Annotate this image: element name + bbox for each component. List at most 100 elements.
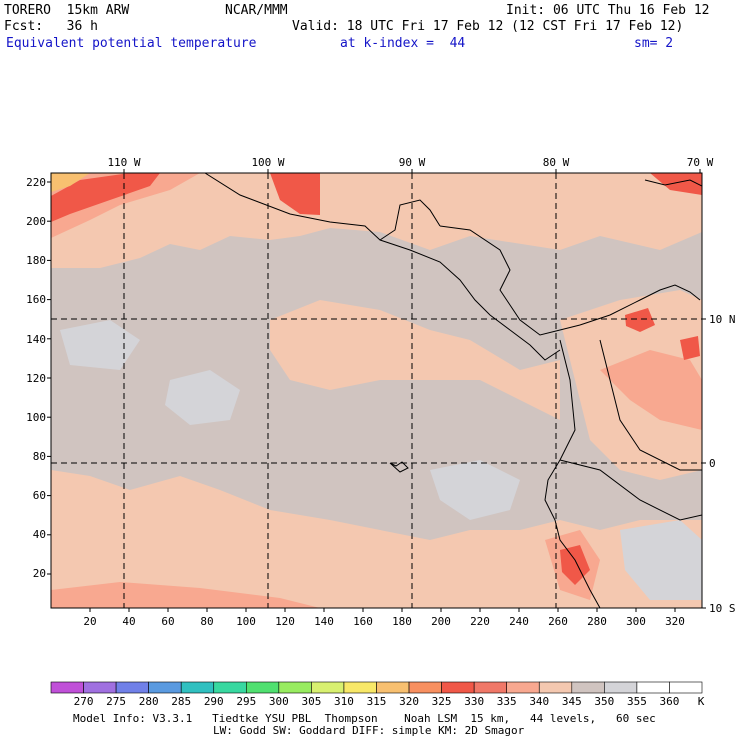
y-tick-60: 60 bbox=[33, 489, 46, 502]
y-tick-200: 200 bbox=[26, 215, 46, 228]
field-name: Equivalent potential temperature bbox=[6, 36, 257, 51]
legend-swatch bbox=[376, 681, 410, 694]
legend-label: 275 bbox=[106, 695, 126, 708]
lon-label-80w: 80 W bbox=[543, 156, 570, 169]
legend-swatch bbox=[311, 681, 345, 694]
shade-caribbean-hot bbox=[650, 173, 702, 195]
legend-label: 345 bbox=[562, 695, 582, 708]
legend-label: 360 bbox=[660, 695, 680, 708]
legend-label: 285 bbox=[171, 695, 191, 708]
border-sa-1 bbox=[599, 339, 702, 471]
x-tick-20: 20 bbox=[83, 615, 96, 628]
legend-swatch bbox=[213, 681, 247, 694]
coastlines bbox=[204, 173, 702, 608]
legend-label: 280 bbox=[139, 695, 159, 708]
legend-swatch bbox=[148, 681, 182, 694]
legend-swatch bbox=[538, 681, 573, 694]
forecast-hour: Fcst: 36 h bbox=[4, 19, 98, 34]
legend-swatch bbox=[115, 681, 149, 694]
field-shading bbox=[51, 173, 702, 608]
y-tick-80: 80 bbox=[33, 450, 46, 463]
x-tick-180: 180 bbox=[392, 615, 412, 628]
legend-label: 310 bbox=[334, 695, 354, 708]
legend-swatch bbox=[669, 681, 703, 694]
model-info-line1: Model Info: V3.3.1 Tiedtke YSU PBL Thomp… bbox=[73, 712, 656, 725]
legend-label: 295 bbox=[236, 695, 256, 708]
legend-swatch bbox=[278, 681, 312, 694]
x-tick-320: 320 bbox=[665, 615, 685, 628]
legend-swatch bbox=[441, 681, 475, 694]
legend-label: 340 bbox=[529, 695, 549, 708]
lat-label-10s: 10 S bbox=[709, 602, 736, 615]
legend-swatch bbox=[408, 681, 442, 694]
shade-grey-patch-3 bbox=[620, 520, 702, 600]
legend-label: 300 bbox=[269, 695, 289, 708]
x-tick-220: 220 bbox=[470, 615, 490, 628]
coast-caribbean-side bbox=[439, 225, 581, 336]
legend-labels: 270 275 280 285 290 295 300 305 310 315 320 325 330 3… bbox=[74, 695, 680, 708]
shade-nw-yellow bbox=[51, 173, 90, 192]
model-title: TORERO 15km ARW bbox=[4, 3, 130, 18]
lon-label-90w: 90 W bbox=[399, 156, 426, 169]
x-tick-80: 80 bbox=[200, 615, 213, 628]
legend-label: 350 bbox=[594, 695, 614, 708]
model-info-line2: LW: Godd SW: Goddard DIFF: simple KM: 2D… bbox=[213, 724, 525, 737]
galapagos bbox=[389, 461, 409, 473]
x-tick-200: 200 bbox=[431, 615, 451, 628]
valid-time: Valid: 18 UTC Fri 17 Feb 12 (12 CST Fri … bbox=[292, 19, 684, 34]
coast-colombia-north bbox=[579, 284, 701, 326]
legend-label: 335 bbox=[497, 695, 517, 708]
map-frame bbox=[50, 172, 703, 609]
shade-venezuela-hot bbox=[680, 336, 700, 360]
x-tick-100: 100 bbox=[236, 615, 256, 628]
shade-south-strip bbox=[51, 582, 320, 608]
lon-label-70w: 70 W bbox=[687, 156, 714, 169]
legend-swatch bbox=[636, 681, 670, 694]
y-tick-120: 120 bbox=[26, 372, 46, 385]
x-tick-260: 260 bbox=[548, 615, 568, 628]
shade-nw-hot bbox=[51, 173, 160, 222]
y-tick-40: 40 bbox=[33, 528, 46, 541]
x-tick-120: 120 bbox=[275, 615, 295, 628]
lon-label-110w: 110 W bbox=[107, 156, 140, 169]
legend-swatch bbox=[50, 681, 84, 694]
center-name: NCAR/MMM bbox=[225, 3, 288, 18]
legend-label: 355 bbox=[627, 695, 647, 708]
shade-central-patch bbox=[270, 300, 560, 420]
shade-sa-warm bbox=[600, 350, 702, 430]
shade-mexico-hot bbox=[270, 173, 320, 215]
lat-label-0: 0 bbox=[709, 457, 716, 470]
legend-swatch bbox=[343, 681, 377, 694]
init-time: Init: 06 UTC Thu 16 Feb 12 bbox=[506, 3, 710, 18]
legend-swatch bbox=[473, 681, 507, 694]
legend-label: 270 bbox=[74, 695, 94, 708]
x-tick-40: 40 bbox=[122, 615, 135, 628]
x-tick-280: 280 bbox=[587, 615, 607, 628]
x-tick-140: 140 bbox=[314, 615, 334, 628]
shade-grey-patch-1 bbox=[165, 370, 240, 425]
legend-swatch bbox=[506, 681, 540, 694]
legend-label: 330 bbox=[464, 695, 484, 708]
x-tick-300: 300 bbox=[626, 615, 646, 628]
y-tick-220: 220 bbox=[26, 176, 46, 189]
shade-grey-patch-2 bbox=[430, 460, 520, 520]
shade-colombia-hot bbox=[625, 308, 655, 332]
shade-north-band bbox=[51, 173, 702, 268]
legend-label: 305 bbox=[301, 695, 321, 708]
coast-caribbean-islands bbox=[644, 179, 702, 187]
shade-south-band bbox=[51, 470, 702, 608]
legend-swatch bbox=[83, 681, 117, 694]
level-label: at k-index = 44 bbox=[340, 36, 466, 51]
legend-swatch bbox=[571, 681, 605, 694]
lat-lon-grid bbox=[51, 173, 702, 608]
legend-label: 290 bbox=[204, 695, 224, 708]
y-tick-140: 140 bbox=[26, 333, 46, 346]
legend-label: 320 bbox=[399, 695, 419, 708]
y-tick-160: 160 bbox=[26, 293, 46, 306]
legend-swatches bbox=[50, 681, 703, 694]
smoothing-label: sm= 2 bbox=[634, 36, 674, 51]
y-tick-180: 180 bbox=[26, 254, 46, 267]
coast-south-america-west bbox=[544, 339, 601, 608]
